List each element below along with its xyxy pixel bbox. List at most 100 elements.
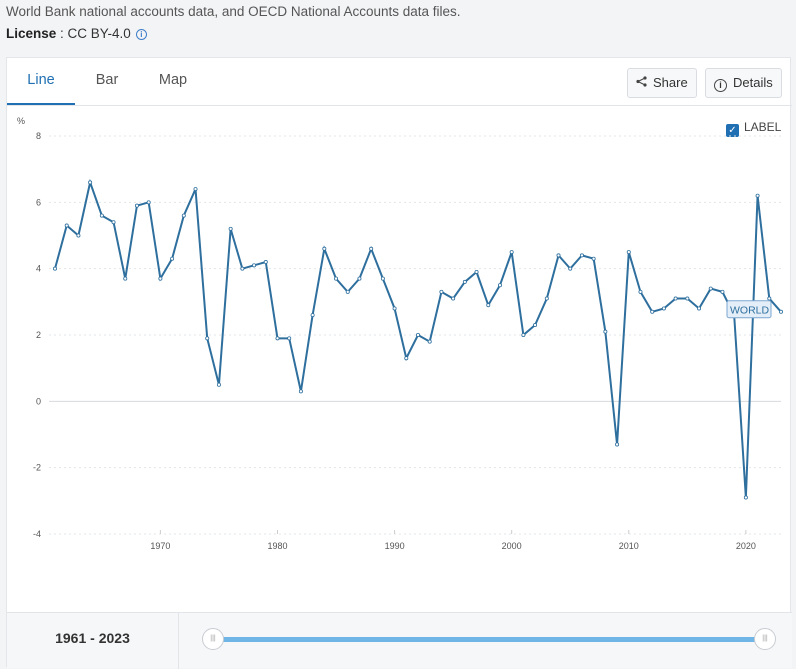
data-point[interactable] bbox=[252, 263, 257, 268]
tab-line[interactable]: Line bbox=[7, 58, 75, 105]
data-point[interactable] bbox=[743, 495, 748, 500]
source-text: World Bank national accounts data, and O… bbox=[6, 4, 461, 19]
y-tick-label: 6 bbox=[36, 197, 41, 207]
data-point[interactable] bbox=[123, 276, 128, 281]
data-point[interactable] bbox=[287, 336, 292, 341]
y-tick-label: -4 bbox=[33, 529, 41, 539]
data-point[interactable] bbox=[497, 283, 502, 288]
data-point[interactable] bbox=[111, 220, 116, 225]
y-tick-label: -2 bbox=[33, 463, 41, 473]
data-point[interactable] bbox=[486, 303, 491, 308]
data-point[interactable] bbox=[380, 276, 385, 281]
y-tick-label: 8 bbox=[36, 131, 41, 141]
data-point[interactable] bbox=[392, 306, 397, 311]
range-end-handle[interactable]: ||| bbox=[754, 628, 776, 650]
time-range-footer: 1961 - 2023 ||| ||| bbox=[7, 612, 792, 669]
data-point[interactable] bbox=[146, 200, 151, 205]
data-point[interactable] bbox=[591, 256, 596, 261]
data-point[interactable] bbox=[720, 289, 725, 294]
data-point[interactable] bbox=[205, 336, 210, 341]
data-point[interactable] bbox=[439, 289, 444, 294]
data-point[interactable] bbox=[415, 332, 420, 337]
data-point[interactable] bbox=[779, 309, 784, 314]
details-button[interactable]: i Details bbox=[705, 68, 782, 98]
data-point[interactable] bbox=[369, 246, 374, 251]
data-point[interactable] bbox=[650, 309, 655, 314]
data-point[interactable] bbox=[310, 313, 315, 318]
data-point[interactable] bbox=[181, 213, 186, 218]
data-point[interactable] bbox=[193, 187, 198, 192]
license-label: License bbox=[6, 26, 57, 41]
license-value: : CC BY-4.0 bbox=[56, 26, 131, 41]
data-point[interactable] bbox=[521, 332, 526, 337]
share-button[interactable]: Share bbox=[627, 68, 697, 98]
y-axis-label: % bbox=[17, 116, 25, 126]
data-point[interactable] bbox=[626, 250, 631, 255]
data-point[interactable] bbox=[544, 296, 549, 301]
series-label: WORLD bbox=[726, 300, 772, 319]
data-point[interactable] bbox=[579, 253, 584, 258]
data-point[interactable] bbox=[685, 296, 690, 301]
x-tick-label: 2010 bbox=[619, 541, 639, 551]
data-point[interactable] bbox=[99, 213, 104, 218]
details-info-icon: i bbox=[714, 79, 727, 92]
data-point[interactable] bbox=[334, 276, 339, 281]
data-point[interactable] bbox=[427, 339, 432, 344]
data-point[interactable] bbox=[615, 442, 620, 447]
data-point[interactable] bbox=[767, 296, 772, 301]
data-point[interactable] bbox=[462, 279, 467, 284]
data-point[interactable] bbox=[263, 260, 268, 265]
range-start: 1961 bbox=[55, 630, 87, 646]
data-point[interactable] bbox=[170, 256, 175, 261]
data-point[interactable] bbox=[661, 306, 666, 311]
tab-map[interactable]: Map bbox=[158, 72, 188, 88]
tab-bar-chart[interactable]: Bar bbox=[95, 72, 119, 88]
series-label-text: WORLD bbox=[730, 304, 770, 316]
range-label: 1961 - 2023 bbox=[7, 613, 179, 669]
data-point[interactable] bbox=[451, 296, 456, 301]
y-tick-label: 4 bbox=[36, 264, 41, 274]
x-tick-label: 1970 bbox=[150, 541, 170, 551]
data-point[interactable] bbox=[556, 253, 561, 258]
data-point[interactable] bbox=[134, 203, 139, 208]
data-point[interactable] bbox=[755, 193, 760, 198]
data-point[interactable] bbox=[240, 266, 245, 271]
data-point[interactable] bbox=[357, 276, 362, 281]
license-line: License : CC BY-4.0 i bbox=[6, 26, 147, 41]
label-toggle[interactable]: ✓ LABEL bbox=[726, 120, 781, 137]
label-checkbox[interactable]: ✓ bbox=[726, 124, 739, 137]
data-point[interactable] bbox=[228, 226, 233, 231]
series-line-world[interactable] bbox=[54, 178, 782, 498]
data-point[interactable] bbox=[509, 250, 514, 255]
data-point[interactable] bbox=[568, 266, 573, 271]
data-point[interactable] bbox=[88, 180, 93, 185]
data-point[interactable] bbox=[76, 233, 81, 238]
data-point[interactable] bbox=[345, 289, 350, 294]
data-point[interactable] bbox=[275, 336, 280, 341]
data-point[interactable] bbox=[638, 289, 643, 294]
data-point[interactable] bbox=[697, 306, 702, 311]
y-tick-label: 0 bbox=[36, 396, 41, 406]
data-point[interactable] bbox=[298, 389, 303, 394]
data-point[interactable] bbox=[603, 329, 608, 334]
line-chart: % -4 -2 0 2 4 6 8 1970 1980 1990 2000 2010 2020 WOR… bbox=[17, 116, 784, 551]
data-point[interactable] bbox=[216, 382, 221, 387]
details-label: Details bbox=[733, 75, 773, 90]
info-icon[interactable]: i bbox=[135, 29, 147, 40]
data-point[interactable] bbox=[474, 269, 479, 274]
data-point[interactable] bbox=[64, 223, 69, 228]
range-separator: - bbox=[86, 630, 99, 646]
data-point[interactable] bbox=[53, 266, 58, 271]
data-point[interactable] bbox=[158, 276, 163, 281]
range-start-handle[interactable]: ||| bbox=[202, 628, 224, 650]
data-point[interactable] bbox=[322, 246, 327, 251]
data-point[interactable] bbox=[533, 323, 538, 328]
data-point[interactable] bbox=[673, 296, 678, 301]
x-tick-label: 2000 bbox=[502, 541, 522, 551]
x-tick-label: 2020 bbox=[736, 541, 756, 551]
data-point[interactable] bbox=[404, 356, 409, 361]
data-point[interactable] bbox=[708, 286, 713, 291]
y-tick-label: 2 bbox=[36, 330, 41, 340]
range-slider-track[interactable] bbox=[214, 637, 764, 642]
range-end: 2023 bbox=[98, 630, 130, 646]
